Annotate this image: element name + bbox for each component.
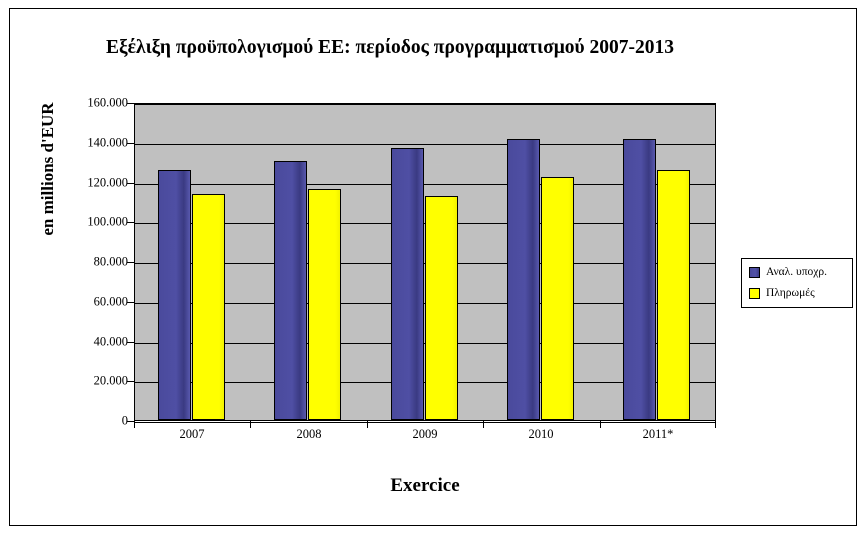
gridline — [135, 422, 715, 423]
x-axis-tick-label: 2011* — [642, 427, 674, 441]
legend-label: Πληρωμές — [766, 287, 815, 299]
chart-legend: Αναλ. υποχρ. Πληρωμές — [741, 258, 853, 308]
legend-item-0: Αναλ. υποχρ. — [749, 266, 846, 278]
y-axis-tick-mark — [127, 103, 134, 104]
y-axis-tick-label: 160.000 — [87, 95, 128, 110]
legend-swatch-icon — [749, 266, 760, 278]
y-axis-tick-label: 140.000 — [87, 135, 128, 150]
gridline — [135, 144, 715, 145]
bar-2010-series-0 — [507, 139, 540, 420]
y-axis-tick-label: 40.000 — [93, 334, 128, 349]
x-axis-tick-label: 2010 — [528, 427, 554, 441]
bar-2011-series-1 — [657, 170, 690, 420]
x-axis-tick-mark — [483, 421, 484, 428]
y-axis-tick-mark — [127, 421, 134, 422]
y-axis-tick-label: 60.000 — [93, 294, 128, 309]
bar-2011-series-0 — [623, 139, 656, 420]
bar-2007-series-0 — [158, 170, 191, 420]
y-axis-tick-mark — [127, 183, 134, 184]
y-axis-tick-labels: 160.000 140.000 120.000 100.000 80.000 60.000… — [40, 96, 128, 428]
x-axis-tick-mark — [715, 421, 716, 428]
y-axis-tick-label: 100.000 — [87, 214, 128, 229]
bar-2009-series-0 — [391, 148, 424, 420]
bar-2008-series-0 — [274, 161, 307, 420]
legend-swatch-icon — [749, 287, 760, 299]
y-axis-tick-mark — [127, 143, 134, 144]
plot-area — [134, 103, 716, 423]
y-axis-tick-mark — [127, 302, 134, 303]
bar-2009-series-1 — [425, 196, 458, 420]
x-axis-tick-labels: 2007 2008 2009 2010 2011* — [134, 427, 716, 451]
y-axis-tick-label: 80.000 — [93, 254, 128, 269]
y-axis-tick-mark — [127, 262, 134, 263]
y-axis-tick-marks — [127, 103, 135, 422]
y-axis-tick-mark — [127, 222, 134, 223]
x-axis-tick-label: 2009 — [412, 427, 438, 441]
y-axis-tick-label: 120.000 — [87, 175, 128, 190]
x-axis-tick-label: 2008 — [296, 427, 322, 441]
y-axis-tick-mark — [127, 342, 134, 343]
bar-2010-series-1 — [541, 177, 574, 420]
gridline — [135, 104, 715, 105]
x-axis-tick-mark — [250, 421, 251, 428]
bar-2007-series-1 — [192, 194, 225, 420]
x-axis-tick-mark — [134, 421, 135, 428]
y-axis-tick-label: 20.000 — [93, 373, 128, 388]
bar-2008-series-1 — [308, 189, 341, 420]
legend-label: Αναλ. υποχρ. — [766, 266, 827, 278]
x-axis-tick-mark — [600, 421, 601, 428]
y-axis-tick-label: 0 — [121, 413, 128, 428]
gridline — [135, 184, 715, 185]
chart-frame: Εξέλιξη προϋπολογισμού ΕΕ: περίοδος προγ… — [9, 8, 857, 526]
bars-layer — [135, 104, 715, 420]
x-axis-tick-mark — [367, 421, 368, 428]
x-axis-tick-marks — [134, 421, 716, 429]
chart-title: Εξέλιξη προϋπολογισμού ΕΕ: περίοδος προγ… — [105, 37, 675, 58]
legend-item-1: Πληρωμές — [749, 287, 846, 299]
x-axis-title: Exercice — [390, 475, 460, 496]
y-axis-tick-mark — [127, 381, 134, 382]
x-axis-tick-label: 2007 — [179, 427, 205, 441]
